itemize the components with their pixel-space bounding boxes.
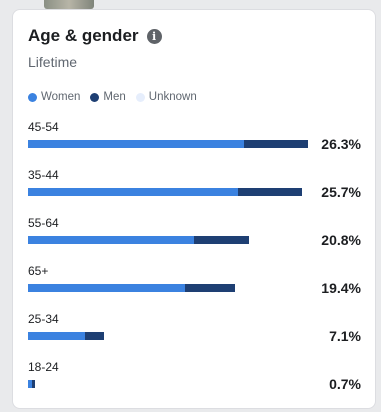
age-range-label: 65+ bbox=[28, 264, 49, 278]
age-range-label: 55-64 bbox=[28, 216, 59, 230]
stacked-bar[interactable] bbox=[28, 332, 308, 340]
bar-segment-men bbox=[194, 236, 250, 244]
legend-dot-women bbox=[28, 92, 37, 102]
bar-segment-women bbox=[28, 236, 195, 244]
age-range-label: 35-44 bbox=[28, 168, 59, 182]
age-range-label: 18-24 bbox=[28, 360, 59, 374]
bar-segment-men bbox=[244, 140, 308, 148]
info-icon[interactable]: i bbox=[146, 28, 162, 44]
percentage-value: 26.3% bbox=[321, 136, 361, 152]
card-header: Age & gender i Lifetime bbox=[28, 26, 360, 71]
bar-segment-women bbox=[28, 332, 86, 340]
percentage-value: 20.8% bbox=[321, 232, 361, 248]
legend-dot-men bbox=[90, 92, 100, 102]
age-row: 65+ 19.4% bbox=[28, 264, 361, 312]
percentage-value: 7.1% bbox=[329, 328, 361, 344]
bar-segment-men bbox=[85, 332, 104, 340]
bar-segment-men bbox=[237, 188, 302, 196]
age-range-label: 25-34 bbox=[28, 312, 59, 326]
legend-label-unknown: Unknown bbox=[148, 91, 197, 103]
stacked-bar[interactable] bbox=[28, 284, 308, 292]
stacked-bar[interactable] bbox=[28, 380, 308, 388]
bar-segment-men bbox=[32, 380, 36, 388]
percentage-value: 19.4% bbox=[321, 280, 361, 296]
bar-segment-women bbox=[28, 380, 33, 388]
age-row: 18-24 0.7% bbox=[28, 360, 361, 408]
legend-label-men: Men bbox=[103, 91, 126, 103]
age-row: 45-54 26.3% bbox=[28, 120, 361, 168]
stacked-bar[interactable] bbox=[28, 236, 308, 244]
legend-item-men: Men bbox=[90, 91, 126, 103]
age-gender-card: Age & gender i Lifetime Women Men Unknow… bbox=[12, 9, 376, 409]
age-rows: 45-54 26.3% 35-44 25.7% 55-64 20.8% 65+ 19.4% 25… bbox=[28, 120, 361, 408]
thumbnail-image bbox=[44, 0, 94, 9]
title-row: Age & gender i bbox=[28, 26, 360, 46]
bar-segment-women bbox=[28, 284, 185, 292]
age-row: 55-64 20.8% bbox=[28, 216, 361, 264]
chart-legend: Women Men Unknown bbox=[28, 91, 197, 103]
card-title: Age & gender bbox=[28, 26, 139, 45]
legend-item-women: Women bbox=[28, 91, 80, 103]
percentage-value: 0.7% bbox=[329, 376, 361, 392]
bar-segment-men bbox=[184, 284, 235, 292]
card-subtitle: Lifetime bbox=[28, 54, 78, 70]
age-row: 25-34 7.1% bbox=[28, 312, 361, 360]
stacked-bar[interactable] bbox=[28, 188, 308, 196]
legend-label-women: Women bbox=[41, 91, 81, 103]
bar-segment-women bbox=[28, 188, 238, 196]
legend-dot-unknown bbox=[135, 92, 145, 102]
legend-item-unknown: Unknown bbox=[135, 91, 197, 103]
percentage-value: 25.7% bbox=[321, 184, 361, 200]
stacked-bar[interactable] bbox=[28, 140, 308, 148]
age-range-label: 45-54 bbox=[28, 120, 59, 134]
age-row: 35-44 25.7% bbox=[28, 168, 361, 216]
bar-segment-women bbox=[28, 140, 245, 148]
